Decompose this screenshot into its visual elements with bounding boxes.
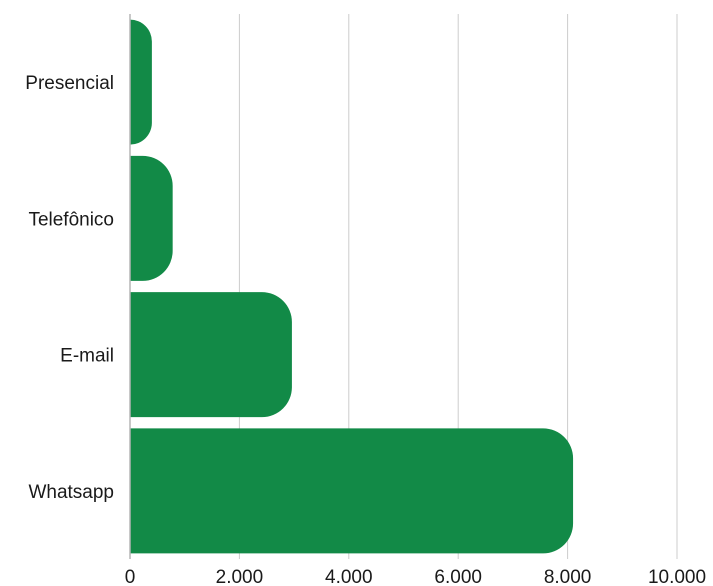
bar-e-mail (130, 292, 292, 418)
category-label: Presencial (25, 73, 114, 94)
x-tick-labels: 0 2.000 4.000 6.000 8.000 10.000 (125, 567, 706, 586)
bars (130, 19, 574, 554)
x-tick-label: 6.000 (434, 567, 482, 586)
x-tick-label: 8.000 (544, 567, 592, 586)
x-tick-label: 4.000 (325, 567, 373, 586)
bar-presencial (130, 19, 152, 145)
x-tick-label: 2.000 (216, 567, 264, 586)
bar-telef-nico (130, 155, 173, 281)
category-label: Telefônico (28, 209, 114, 230)
category-labels: Presencial Telefônico E-mail Whatsapp (25, 73, 114, 503)
category-label: E-mail (60, 346, 114, 367)
x-tick-label: 0 (125, 567, 136, 586)
bar-whatsapp (130, 428, 574, 554)
category-label: Whatsapp (28, 482, 114, 503)
x-tick-label: 10.000 (648, 567, 706, 586)
